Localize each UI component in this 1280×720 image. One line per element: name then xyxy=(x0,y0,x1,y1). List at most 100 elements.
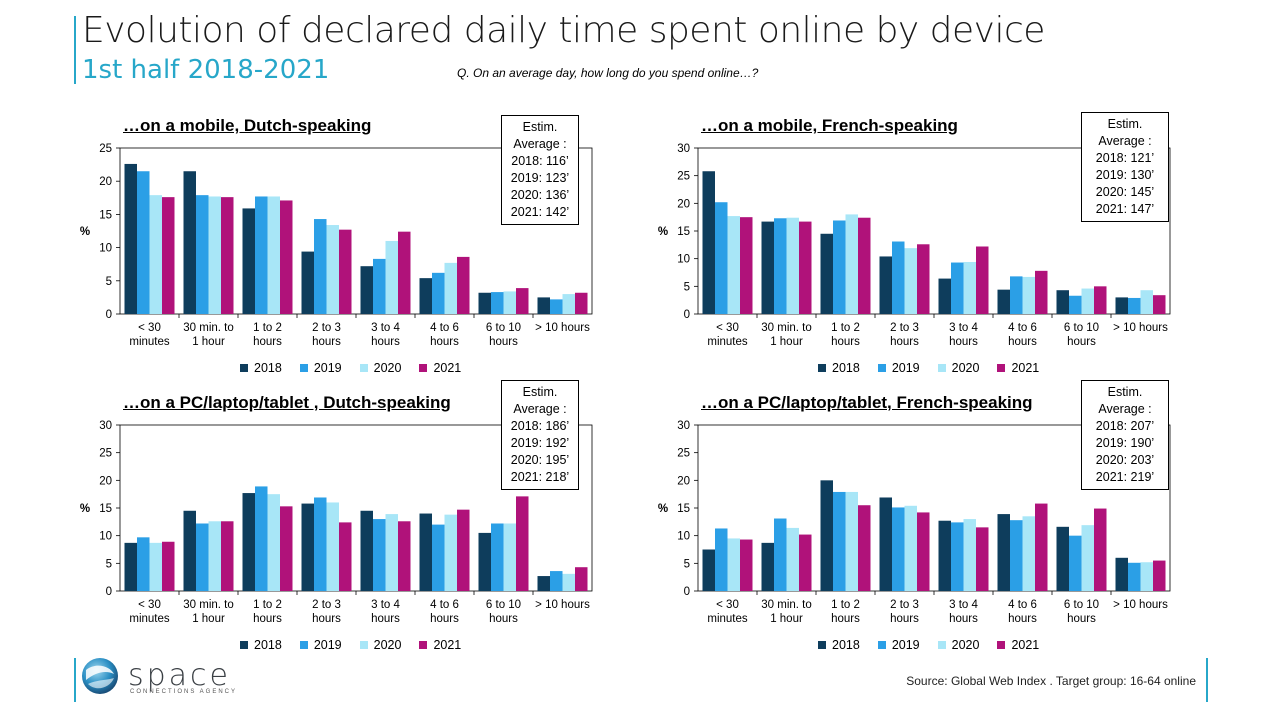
legend-label: 2019 xyxy=(891,361,920,375)
estim-line: 2018: 116’ xyxy=(511,154,569,168)
legend-item-2019: 2019 xyxy=(877,638,920,652)
legend-label: 2018 xyxy=(254,361,282,375)
bar-2018 xyxy=(1056,290,1069,314)
legend-item-2021: 2021 xyxy=(997,361,1039,375)
legend-swatch xyxy=(299,364,308,372)
estimated-average-box: Estim. Average : 2018: 186’ 2019: 192’ 2020:… xyxy=(501,380,579,490)
estimated-average-box: Estim. Average : 2018: 207’ 2019: 190’ 2020:… xyxy=(1081,380,1169,490)
chart-title: …on a mobile, French-speaking xyxy=(701,116,958,135)
bar-2019 xyxy=(892,507,905,591)
bar-2020 xyxy=(845,214,858,314)
legend-item-2018: 2018 xyxy=(240,361,282,375)
bar-2019 xyxy=(314,497,327,591)
y-tick-label: 10 xyxy=(99,243,112,255)
bar-2019 xyxy=(1069,535,1082,591)
estim-line: 2018: 186’ xyxy=(510,419,570,433)
legend-item-2020: 2020 xyxy=(937,361,979,375)
y-axis-label: % xyxy=(80,226,90,238)
bar-2021 xyxy=(799,221,812,314)
bar-2019 xyxy=(1069,295,1082,314)
y-tick-label: 10 xyxy=(677,531,690,543)
chart-legend: 2018 2019 2020 2021 xyxy=(240,361,461,375)
bar-2021 xyxy=(280,506,293,591)
bar-2019 xyxy=(137,171,150,314)
x-tick-label: 6 to 10 hours xyxy=(486,599,521,625)
y-tick-label: 25 xyxy=(677,171,690,183)
legend-swatch xyxy=(419,641,428,649)
legend-item-2019: 2019 xyxy=(299,638,342,652)
y-tick-label: 15 xyxy=(99,503,112,515)
bar-2019 xyxy=(833,491,846,591)
y-tick-label: 5 xyxy=(684,558,690,570)
estim-line: 2021: 142’ xyxy=(510,205,570,219)
legend-label: 2018 xyxy=(832,361,860,375)
y-tick-label: 20 xyxy=(99,475,112,487)
bar-2020 xyxy=(963,519,976,591)
chart-panel-4: …on a PC/laptop/tablet, French-speaking 0… xyxy=(578,380,1198,657)
x-tick-label: 30 min. to 1 hour xyxy=(183,599,234,625)
bar-2019 xyxy=(951,522,964,591)
logo-globe-icon xyxy=(82,658,118,694)
estim-line: 2019: 123’ xyxy=(510,171,570,185)
x-tick-label: < 30 minutes xyxy=(707,599,748,625)
x-tick-label: > 10 hours xyxy=(1113,599,1168,611)
legend-label: 2018 xyxy=(254,638,282,652)
bar-2019 xyxy=(137,537,150,591)
bar-2018 xyxy=(761,542,774,591)
y-tick-label: 0 xyxy=(684,586,690,598)
legend-label: 2019 xyxy=(313,638,342,652)
chart-title: …on a PC/laptop/tablet , Dutch-speaking xyxy=(123,393,451,412)
bar-2020 xyxy=(385,514,398,591)
bar-2020 xyxy=(503,291,516,314)
survey-question: Q. On an average day, how long do you sp… xyxy=(457,66,759,80)
legend-swatch xyxy=(419,364,428,372)
legend-swatch xyxy=(818,641,826,649)
estim-line: 2018: 207’ xyxy=(1095,419,1155,433)
bar-2021 xyxy=(858,217,871,314)
page-title: Evolution of declared daily time spent o… xyxy=(82,10,1045,51)
bar-2020 xyxy=(1081,288,1094,314)
bar-2018 xyxy=(183,510,196,591)
estim-line: Estim. xyxy=(522,120,558,134)
legend-label: 2020 xyxy=(373,638,402,652)
bar-2019 xyxy=(715,528,728,591)
x-tick-label: 30 min. to 1 hour xyxy=(761,322,812,348)
bar-2020 xyxy=(727,216,740,314)
legend-swatch xyxy=(299,641,308,649)
chart-legend: 2018 2019 2020 2021 xyxy=(240,638,461,652)
x-tick-label: 30 min. to 1 hour xyxy=(183,322,234,348)
legend-item-2019: 2019 xyxy=(299,361,342,375)
bar-2018 xyxy=(761,221,774,314)
estim-line: Estim. xyxy=(1107,385,1143,399)
bar-2018 xyxy=(478,292,491,314)
bar-2018 xyxy=(997,289,1010,314)
bar-2019 xyxy=(1128,297,1141,314)
bar-2019 xyxy=(432,272,445,314)
bar-2021 xyxy=(221,521,234,591)
bar-2019 xyxy=(892,241,905,314)
y-tick-label: 25 xyxy=(99,448,112,460)
x-tick-label: 3 to 4 hours xyxy=(949,322,978,348)
x-tick-label: < 30 minutes xyxy=(129,322,170,348)
chart-title: …on a mobile, Dutch-speaking xyxy=(123,116,372,135)
bar-2018 xyxy=(419,278,432,314)
bar-2019 xyxy=(373,519,386,591)
bar-2018 xyxy=(1056,526,1069,591)
y-tick-label: 25 xyxy=(99,143,112,155)
y-tick-label: 5 xyxy=(106,276,112,288)
bar-2018 xyxy=(820,233,833,314)
bar-2021 xyxy=(1035,503,1048,591)
estim-line: Estim. xyxy=(522,385,558,399)
legend-label: 2021 xyxy=(433,638,462,652)
bar-2019 xyxy=(196,195,209,314)
bar-2018 xyxy=(997,514,1010,591)
bar-2021 xyxy=(516,288,529,314)
y-axis-label: % xyxy=(658,226,668,238)
y-tick-label: 15 xyxy=(677,226,690,238)
y-tick-label: 15 xyxy=(99,209,112,221)
bar-2021 xyxy=(1153,560,1166,591)
x-tick-label: 2 to 3 hours xyxy=(312,322,341,348)
bar-2020 xyxy=(444,262,457,314)
bar-2020 xyxy=(267,196,280,314)
bar-2020 xyxy=(444,514,457,591)
